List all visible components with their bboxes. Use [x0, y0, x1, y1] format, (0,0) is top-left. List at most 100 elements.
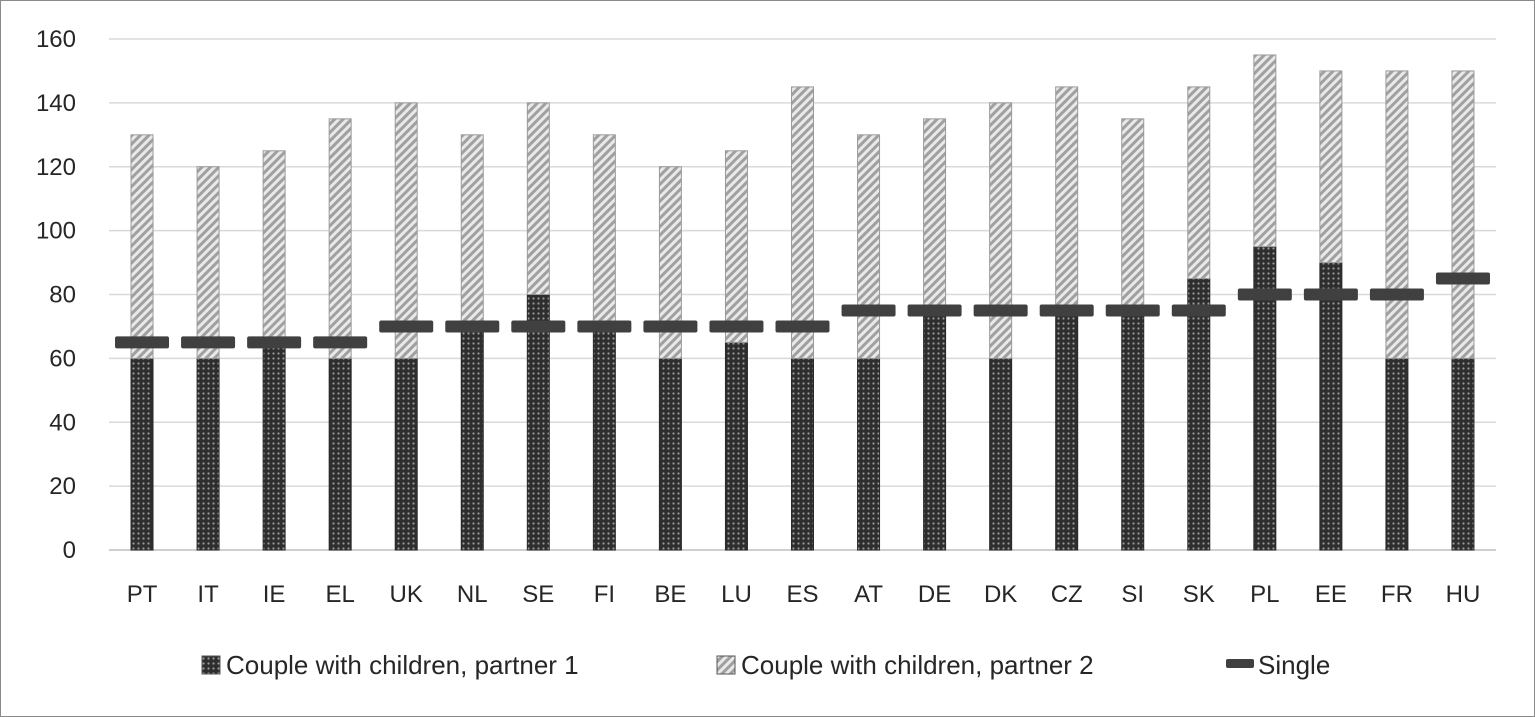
- y-tick-label: 100: [36, 218, 76, 245]
- y-tick-label: 20: [49, 473, 76, 500]
- bar-partner1-FR: [1385, 357, 1409, 551]
- bar-partner1-ES: [791, 357, 814, 551]
- bar-partner2-CZ: [1055, 86, 1079, 311]
- legend: Couple with children, partner 1 Couple wi…: [201, 650, 1330, 680]
- bar-partner1-DK: [989, 357, 1013, 551]
- bar-partner2-FI: [592, 134, 616, 327]
- bar-partner1-SK: [1187, 278, 1211, 551]
- x-tick-label: BE: [654, 581, 686, 608]
- marker-single-SE: [511, 320, 566, 333]
- marker-single-FI: [577, 320, 632, 333]
- bar-partner2-PL: [1253, 54, 1277, 248]
- marker-single-PT: [115, 336, 170, 349]
- x-tick-label: NL: [457, 581, 488, 608]
- bar-partner2-IT: [196, 166, 220, 359]
- bar-partner2-SE: [526, 102, 550, 295]
- x-tick-label: FI: [594, 581, 615, 608]
- legend-item-2: Couple with children, partner 2: [716, 650, 1094, 680]
- legend-swatch: [716, 655, 736, 675]
- bar-partner1-BE: [658, 357, 682, 551]
- marker-single-EE: [1303, 288, 1358, 301]
- marker-single-PL: [1237, 288, 1292, 301]
- bar-partner1-HU: [1451, 357, 1475, 551]
- x-tick-label: UK: [390, 581, 423, 608]
- bar-partner2-SK: [1187, 86, 1211, 280]
- legend-label: Couple with children, partner 2: [741, 650, 1094, 680]
- marker-single-BE: [643, 320, 698, 333]
- bar-partner1-SI: [1121, 309, 1145, 551]
- x-tick-label: HU: [1446, 581, 1481, 608]
- bar-partner1-IT: [196, 357, 220, 551]
- bar-partner1-PT: [130, 357, 154, 551]
- marker-single-DK: [973, 304, 1028, 317]
- y-axis-ticks: 0 20 40 60 80 100 120 140 160: [36, 26, 76, 564]
- marker-single-FR: [1369, 288, 1424, 301]
- x-tick-label: PL: [1250, 581, 1279, 608]
- bars: [130, 54, 1475, 551]
- x-tick-label: DK: [984, 581, 1017, 608]
- bar-partner2-IE: [262, 150, 286, 343]
- bar-partner1-LU: [724, 341, 748, 551]
- marker-single-SI: [1105, 304, 1160, 317]
- marker-single-HU: [1435, 272, 1490, 285]
- bar-partner2-DK: [989, 102, 1013, 359]
- marker-single-AT: [841, 304, 896, 317]
- bar-partner2-LU: [724, 150, 748, 343]
- marker-single-EL: [313, 336, 368, 349]
- legend-label: Couple with children, partner 1: [226, 650, 579, 680]
- x-tick-label: IE: [263, 581, 286, 608]
- marker-single-DE: [907, 304, 962, 317]
- y-tick-label: 60: [49, 345, 76, 372]
- y-tick-label: 40: [49, 409, 76, 436]
- marker-single-ES: [775, 320, 830, 333]
- bar-partner1-SE: [526, 294, 550, 551]
- bar-partner2-HU: [1451, 70, 1475, 359]
- x-tick-label: EL: [325, 581, 354, 608]
- bar-partner2-UK: [394, 102, 418, 359]
- bar-partner1-EL: [328, 357, 352, 551]
- marker-single-CZ: [1039, 304, 1094, 317]
- x-tick-label: EE: [1315, 581, 1347, 608]
- y-tick-label: 80: [49, 282, 76, 309]
- x-axis-ticks: PT IT IE EL UK NL SE FI BE LU ES AT DE DK CZ SI SK PL EE FR…: [127, 581, 1481, 608]
- marker-single-IT: [181, 336, 236, 349]
- bar-partner2-FR: [1385, 70, 1409, 359]
- marker-single-LU: [709, 320, 764, 333]
- marker-single-UK: [379, 320, 434, 333]
- legend-swatch: [1226, 659, 1254, 668]
- marker-single-SK: [1171, 304, 1226, 317]
- bar-partner1-IE: [262, 341, 286, 551]
- bar-partner2-EE: [1319, 70, 1343, 264]
- x-tick-label: LU: [721, 581, 752, 608]
- x-tick-label: CZ: [1051, 581, 1083, 608]
- legend-item-1: Couple with children, partner 1: [201, 650, 579, 680]
- bar-partner1-DE: [923, 309, 947, 551]
- bar-partner1-CZ: [1055, 309, 1079, 551]
- single-markers: [115, 272, 1490, 349]
- bar-partner1-NL: [460, 325, 484, 551]
- x-tick-label: SK: [1183, 581, 1215, 608]
- x-tick-label: DE: [918, 581, 951, 608]
- x-tick-label: IT: [197, 581, 219, 608]
- bar-partner2-AT: [857, 134, 881, 359]
- marker-single-NL: [445, 320, 500, 333]
- y-tick-label: 120: [36, 154, 76, 181]
- legend-label: Single: [1258, 650, 1330, 680]
- x-tick-label: FR: [1381, 581, 1413, 608]
- x-tick-label: SI: [1121, 581, 1144, 608]
- y-tick-label: 140: [36, 90, 76, 117]
- legend-swatch: [201, 655, 221, 675]
- bar-partner2-SI: [1121, 118, 1145, 311]
- marker-single-IE: [247, 336, 302, 349]
- x-tick-label: ES: [786, 581, 818, 608]
- bar-partner2-NL: [460, 134, 484, 327]
- bar-partner1-EE: [1319, 262, 1343, 551]
- bar-partner2-PT: [130, 134, 154, 359]
- bar-partner1-FI: [592, 325, 616, 551]
- x-tick-label: PT: [127, 581, 158, 608]
- bar-partner2-EL: [328, 118, 352, 359]
- bar-partner1-UK: [394, 357, 418, 551]
- bar-partner2-DE: [923, 118, 947, 311]
